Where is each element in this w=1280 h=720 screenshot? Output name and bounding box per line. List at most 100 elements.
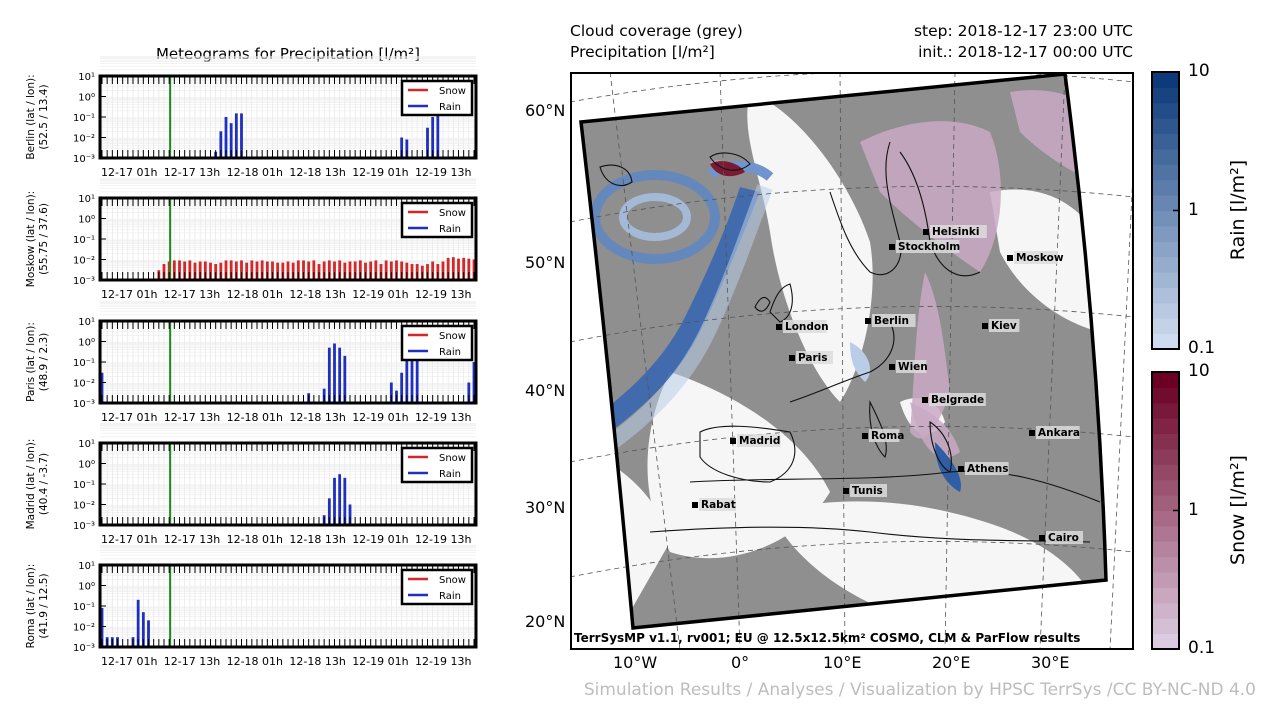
x-tick-label: 12-19 01h	[352, 411, 408, 424]
city-marker: Kiev	[982, 319, 1020, 332]
city-label-bg	[930, 225, 987, 238]
legend-snow-label: Snow	[439, 331, 466, 342]
colorbar-step	[1152, 164, 1179, 181]
y-tick-label: 10⁻²	[73, 256, 95, 267]
precip-bar	[446, 257, 450, 280]
city-marker: Cairo	[1039, 531, 1083, 544]
coastline	[699, 425, 796, 483]
x-tick-label: 12-18 01h	[227, 411, 283, 424]
legend: Snow Rain	[400, 446, 474, 484]
city-label: Madrid	[739, 435, 780, 447]
city-dot	[776, 324, 782, 330]
meteogram-ylabel: Moskow (lat / lon): (55.75 / 37.6)	[25, 191, 50, 287]
precip-bar	[472, 362, 476, 403]
colorbars	[1151, 71, 1180, 650]
meteogram-panel: 10¹ 10⁰ 10⁻¹ 10⁻² 10⁻³ 12-17 01h 12-17 13h 12-1…	[25, 56, 478, 179]
city-label: Rabat	[701, 499, 736, 511]
colorbar-tick-label: 10	[1188, 361, 1210, 381]
precip-bar	[400, 261, 404, 280]
city-label-bg	[869, 429, 900, 442]
precip-bar	[389, 261, 393, 280]
colorbar-step	[1152, 541, 1179, 558]
station-coords: (40.4 / -3.7)	[38, 453, 50, 515]
x-tick-label: 12-17 01h	[101, 288, 157, 301]
precip-bar	[327, 498, 331, 525]
precip-bar	[364, 262, 367, 280]
station-name: Berlin (lat / lon):	[25, 74, 37, 159]
precip-bar	[405, 139, 409, 158]
colorbar-step	[1152, 118, 1179, 135]
x-tick-label: 12-19 01h	[352, 533, 408, 546]
colorbar-step	[1152, 102, 1179, 119]
legend-rain-label: Rain	[439, 224, 461, 235]
precip-bar	[260, 260, 264, 280]
coastline	[829, 141, 902, 276]
city-label-bg	[1046, 531, 1083, 544]
x-tick-label: 12-18 13h	[289, 166, 345, 179]
y-tick-label: 10⁰	[78, 215, 95, 226]
legend-box	[400, 446, 474, 484]
precip-bar	[302, 260, 305, 280]
precip-bar	[472, 259, 476, 280]
x-tick-label: 12-17 01h	[101, 411, 157, 424]
precip-bar	[141, 612, 145, 647]
legend-snow-label: Snow	[439, 575, 466, 586]
precip-bar	[348, 261, 352, 280]
colorbar-step	[1152, 287, 1179, 304]
y-tick-label: 10⁻²	[73, 134, 95, 145]
clear-sky-area	[747, 92, 873, 402]
station-coords: (55.75 / 37.6)	[38, 203, 50, 275]
city-marker: Athens	[958, 462, 1009, 475]
precip-bar	[276, 262, 280, 280]
x-tick-label: 12-19 01h	[352, 288, 408, 301]
colorbar-step	[1152, 87, 1179, 104]
x-tick-label: 12-17 13h	[164, 288, 220, 301]
colorbar	[1151, 371, 1180, 650]
colorbar-step	[1152, 318, 1179, 335]
init-time: init.: 2018-12-17 00:00 UTC	[918, 43, 1133, 61]
colorbar-step	[1152, 602, 1179, 619]
precip-bar	[441, 261, 445, 280]
city-label-bg	[737, 434, 781, 447]
colorbar-step	[1152, 372, 1179, 388]
city-dot	[922, 397, 928, 403]
legend-box	[400, 201, 474, 239]
meteogram-panel: 10¹ 10⁰ 10⁻¹ 10⁻² 10⁻³ 12-17 01h 12-17 13h 12-1…	[25, 178, 478, 301]
y-tick-label: 10⁻²	[73, 623, 95, 634]
city-marker: Berlin	[865, 314, 916, 327]
city-label-bg	[850, 484, 887, 497]
city-label-bg	[1036, 426, 1080, 439]
city-marker: Ankara	[1029, 426, 1080, 439]
precip-bar	[333, 261, 336, 280]
precip-bar	[136, 599, 140, 647]
city-marker: Moskow	[1007, 251, 1064, 264]
y-tick-label: 10⁰	[78, 93, 95, 104]
colorbar-step	[1152, 525, 1179, 542]
colorbar-step	[1152, 302, 1179, 319]
city-dot	[843, 488, 849, 494]
precip-bar	[395, 260, 398, 280]
station-name: Moskow (lat / lon):	[25, 191, 37, 287]
colorbar-step	[1152, 448, 1179, 465]
latitude-label: 60°N	[525, 101, 566, 120]
city-label: Helsinki	[932, 226, 979, 238]
legend-snow-label: Snow	[439, 208, 466, 219]
rain-cyclone-core	[619, 193, 691, 241]
station-name: Roma (lat / lon):	[25, 564, 37, 649]
legend-rain-label: Rain	[439, 102, 461, 113]
x-tick-label: 12-18 01h	[227, 288, 283, 301]
y-tick-label: 10⁻¹	[73, 113, 95, 124]
city-label: Tunis	[852, 485, 883, 497]
city-marker: Paris	[789, 351, 833, 364]
city-label-bg	[796, 351, 833, 364]
city-dot	[982, 323, 988, 329]
precip-bar	[265, 261, 269, 280]
city-label-bg	[872, 314, 916, 327]
colorbar-step	[1152, 587, 1179, 604]
city-dot	[889, 364, 895, 370]
colorbar-step	[1152, 72, 1179, 88]
precip-bar	[281, 262, 285, 280]
map-title-line2: Precipitation [l/m²]	[570, 43, 715, 61]
legend-box	[400, 79, 474, 117]
rain-aegean	[935, 442, 961, 492]
